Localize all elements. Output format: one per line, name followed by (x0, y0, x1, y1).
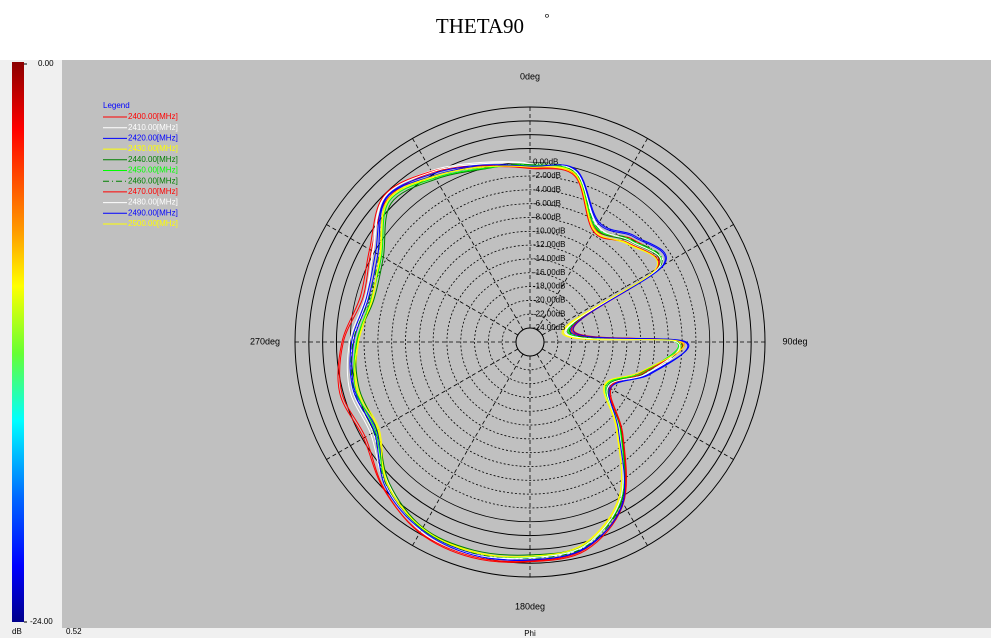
spoke (326, 348, 519, 460)
colorbar-tick-label: -24.00 (30, 617, 53, 626)
spoke (536, 138, 648, 331)
series-line (349, 164, 690, 561)
legend-label: 2440.00[MHz] (128, 155, 178, 164)
angle-tick-label: 0deg (520, 71, 540, 81)
radial-grid-circle (487, 299, 573, 385)
spoke (412, 353, 524, 546)
footer-value: 0.52 (66, 627, 82, 636)
series-line (346, 162, 681, 559)
status-bar (0, 628, 991, 638)
colorbar-unit: dB (12, 627, 22, 636)
legend-label: 2400.00[MHz] (128, 112, 178, 121)
spoke (536, 353, 648, 546)
radial-tick-label: -18.00dB (533, 282, 565, 291)
legend-label: 2430.00[MHz] (128, 144, 178, 153)
x-axis-label: Phi (524, 629, 536, 638)
legend-label: 2460.00[MHz] (128, 176, 178, 185)
colorbar (12, 62, 24, 622)
radial-tick-label: -24.00dB (533, 323, 565, 332)
legend-label: 2480.00[MHz] (128, 198, 178, 207)
legend-label: 2450.00[MHz] (128, 166, 178, 175)
outer-grid-circle (308, 120, 752, 564)
radial-grid-circle (391, 203, 669, 481)
radial-tick-label: -12.00dB (533, 240, 565, 249)
spoke (326, 224, 519, 336)
radial-grid-circle (418, 230, 642, 454)
radial-tick-label: -20.00dB (533, 295, 565, 304)
legend-title: Legend (103, 101, 130, 110)
legend-label: 2420.00[MHz] (128, 134, 178, 143)
outer-grid-circle (335, 147, 725, 537)
colorbar-tick-label: 0.00 (38, 59, 54, 68)
radial-tick-label: -16.00dB (533, 268, 565, 277)
angle-tick-label: 180deg (515, 601, 545, 611)
radial-grid-circle (363, 175, 697, 509)
legend-label: 2470.00[MHz] (128, 187, 178, 196)
angle-tick-label: 270deg (250, 336, 280, 346)
chart-title: THETA90 (436, 14, 524, 38)
angle-tick-label: 90deg (782, 336, 807, 346)
spoke (541, 348, 734, 460)
legend-label: 2500.00[MHz] (128, 219, 178, 228)
radial-grid-circle (474, 286, 586, 398)
radial-tick-label: -14.00dB (533, 254, 565, 263)
colorbar-panel (0, 60, 62, 630)
outer-grid-circle (322, 134, 738, 550)
radial-grid-circle (349, 161, 711, 523)
radial-tick-label: -8.00dB (533, 213, 561, 222)
spoke (541, 224, 734, 336)
radial-grid-circle (405, 217, 655, 467)
radial-tick-label: -6.00dB (533, 199, 561, 208)
radial-grid-circle (460, 272, 600, 412)
radial-grid-circle (446, 258, 614, 426)
radial-tick-label: -10.00dB (533, 226, 565, 235)
radial-grid-circle (501, 313, 559, 371)
series-line (350, 163, 683, 560)
legend-label: 2490.00[MHz] (128, 208, 178, 217)
series-line (354, 165, 685, 558)
radial-tick-label: 0.00dB (533, 157, 558, 166)
radial-tick-label: -2.00dB (533, 171, 561, 180)
radial-tick-label: -22.00dB (533, 309, 565, 318)
center-circle (515, 327, 545, 357)
radial-tick-label: -4.00dB (533, 185, 561, 194)
legend-label: 2410.00[MHz] (128, 123, 178, 132)
radial-grid-circle (432, 244, 628, 440)
title-superscript: ° (544, 10, 549, 25)
